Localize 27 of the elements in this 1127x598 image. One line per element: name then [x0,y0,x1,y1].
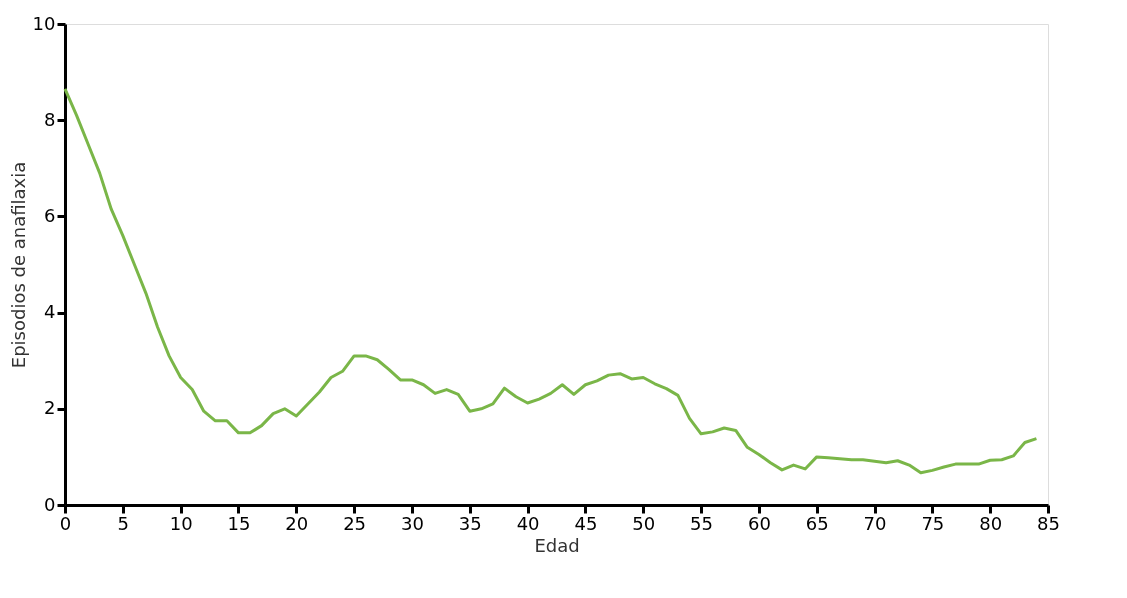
x-tick-label: 40 [516,512,540,534]
x-tick-label: 30 [400,512,424,534]
y-tick-label: 10 [32,12,56,34]
x-tick-label: 15 [227,512,251,534]
x-tick-label: 5 [117,512,130,534]
y-tick-label: 2 [44,397,56,419]
x-tick-label: 20 [285,512,309,534]
x-tick-label: 60 [747,512,771,534]
x-tick-label: 35 [458,512,482,534]
y-tick-label: 0 [44,493,56,515]
x-tick-label: 80 [979,512,1003,534]
y-axis-title: Episodios de anafilaxia [7,161,29,369]
y-tick-label: 6 [44,204,56,226]
x-tick-label: 25 [343,512,367,534]
x-tick-label: 75 [921,512,945,534]
x-tick-label: 50 [632,512,656,534]
line-series [63,87,1038,475]
x-tick-label: 10 [169,512,193,534]
y-tick-label: 4 [44,301,56,323]
x-tick-label: 0 [59,512,72,534]
x-tick-label: 70 [863,512,887,534]
y-tick-label: 8 [44,108,56,130]
x-tick-label: 55 [690,512,714,534]
x-axis-title: Edad [534,534,580,556]
x-tick-label: 65 [805,512,829,534]
x-tick-label: 85 [1037,512,1060,534]
x-tick-label: 45 [574,512,598,534]
